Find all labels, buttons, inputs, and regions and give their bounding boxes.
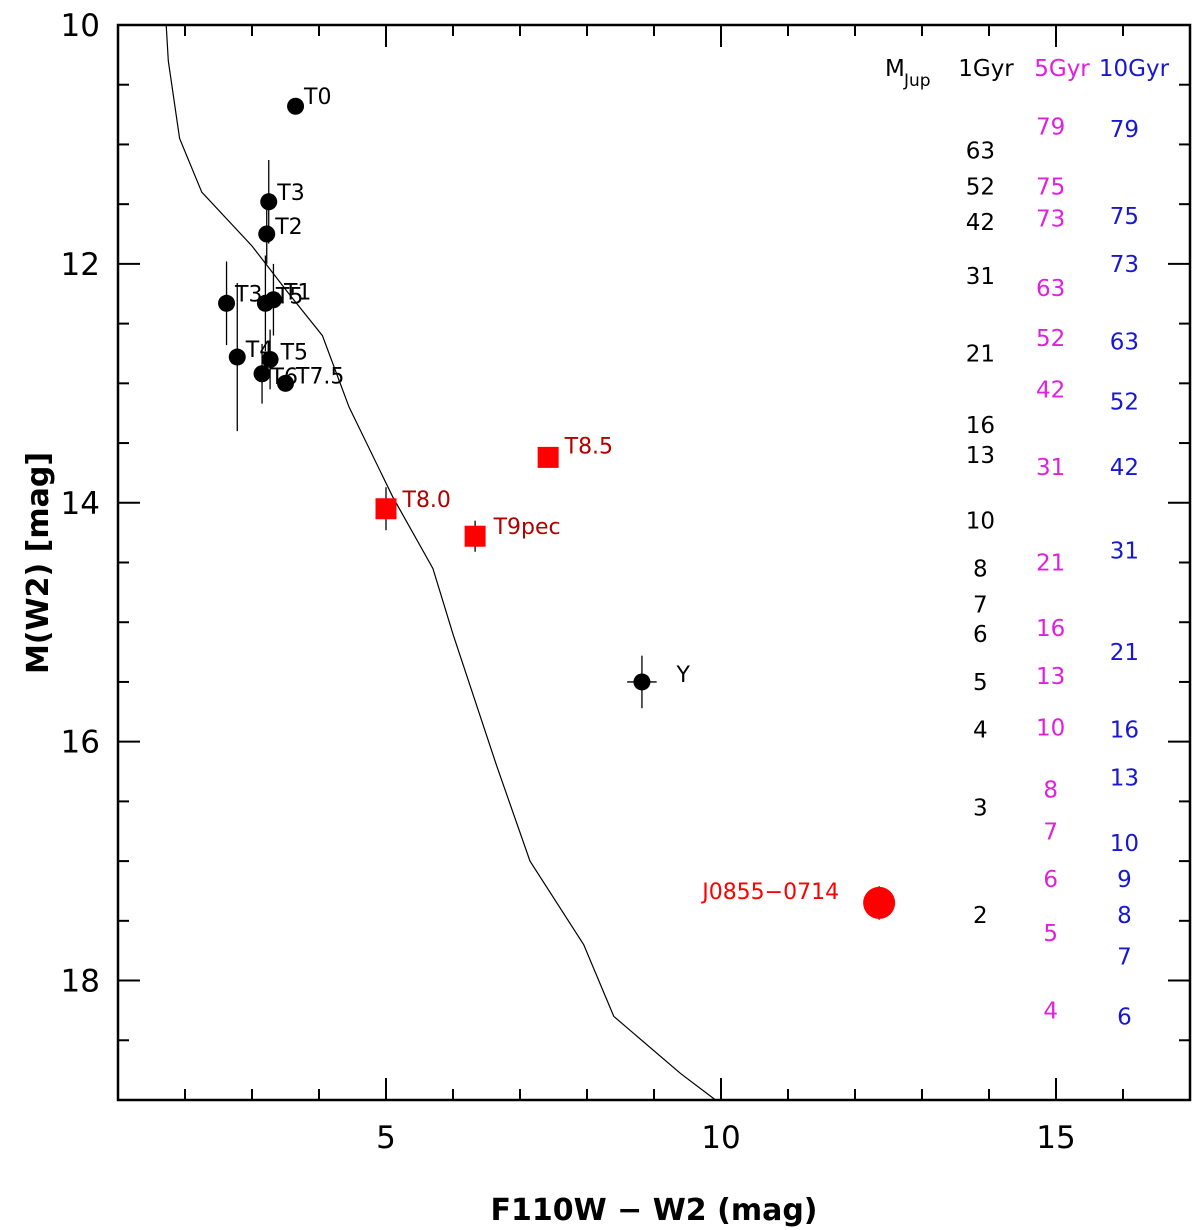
data-point (277, 374, 294, 392)
mass-label: 21 (1110, 640, 1139, 666)
mass-label: 13 (1036, 664, 1065, 690)
point-label: Y (675, 663, 690, 688)
mass-label: 7 (1043, 819, 1058, 845)
data-point (261, 350, 279, 368)
mass-label: 16 (1036, 616, 1065, 642)
data-point (537, 446, 559, 468)
data-point (253, 365, 271, 383)
mass-label: 16 (1110, 718, 1139, 744)
mass-label: 7 (973, 592, 988, 618)
y-tick-label: 16 (61, 725, 100, 761)
point-label: T8.5 (564, 434, 613, 459)
mass-label: 7 (1117, 945, 1132, 971)
data-point (264, 291, 282, 309)
point-label: T1 (283, 281, 311, 306)
mass-label: 42 (1110, 455, 1139, 481)
mass-label: 75 (1036, 174, 1065, 200)
mass-label: 79 (1110, 117, 1139, 143)
mass-label: 8 (973, 556, 988, 582)
mjup-header: M (885, 56, 905, 82)
y-axis-title: M(W2) [mag] (21, 452, 56, 674)
point-label: T2 (274, 215, 302, 240)
mass-label: 63 (966, 138, 995, 164)
mass-label: 8 (1043, 777, 1058, 803)
mass-label: 13 (1110, 766, 1139, 792)
mass-label: 31 (1110, 539, 1139, 565)
y-tick-label: 14 (61, 486, 100, 522)
mass-label: 63 (1036, 276, 1065, 302)
mass-label: 75 (1110, 204, 1139, 230)
mass-label: 8 (1117, 903, 1132, 929)
mass-label: 6 (973, 622, 988, 648)
x-tick-label: 15 (1036, 1120, 1075, 1156)
y-tick-labels: 10 12 14 16 18 (61, 8, 100, 1000)
x-tick-label: 10 (701, 1120, 740, 1156)
mass-label: 6 (1043, 867, 1058, 893)
mass-table: M Jup 1Gyr635242312116131087654325Gyr79757… (885, 56, 1170, 1030)
mass-label: 63 (1110, 330, 1139, 356)
x-tick-labels: 5 10 15 (376, 1120, 1076, 1156)
data-point (218, 294, 236, 312)
mass-label: 10 (1110, 831, 1139, 857)
point-label: T9pec (493, 515, 561, 540)
point-label: T3 (276, 181, 304, 206)
data-point (375, 498, 397, 520)
mass-label: 52 (1036, 326, 1065, 352)
mass-label: 42 (966, 210, 995, 236)
mass-label: 4 (973, 718, 988, 744)
mass-label: 6 (1117, 1004, 1132, 1030)
mass-column-header: 10Gyr (1099, 56, 1170, 82)
mass-label: 21 (1036, 551, 1065, 577)
data-point (464, 525, 486, 547)
mass-label: 31 (966, 264, 995, 290)
mass-label: 4 (1043, 998, 1058, 1024)
model-curve (165, 24, 716, 1101)
mass-label: 5 (973, 670, 988, 696)
mass-label: 52 (1110, 389, 1139, 415)
point-label: T5 (280, 340, 308, 365)
y-tick-label: 12 (61, 247, 100, 283)
data-point (228, 348, 246, 366)
point-label: J0855−0714 (700, 880, 839, 905)
mass-label: 3 (973, 795, 988, 821)
mass-label: 42 (1036, 377, 1065, 403)
mass-label: 13 (966, 443, 995, 469)
mass-label: 10 (1036, 715, 1065, 741)
mass-label: 2 (973, 903, 988, 929)
mass-label: 31 (1036, 455, 1065, 481)
mass-column-header: 1Gyr (958, 56, 1014, 82)
data-point (863, 886, 896, 919)
point-label: T8.0 (402, 488, 451, 513)
axis-ticks (117, 24, 1191, 1101)
data-point (260, 193, 278, 211)
mass-column-header: 5Gyr (1034, 56, 1090, 82)
mass-label: 79 (1036, 115, 1065, 141)
point-label: T0 (303, 85, 331, 110)
data-point (633, 673, 651, 691)
point-label: T7.5 (295, 364, 344, 389)
data-points: T0T3T2T3T5T1T4T5T6T7.5YT8.0T8.5T9pecJ085… (218, 85, 896, 920)
y-tick-label: 10 (61, 8, 100, 44)
y-tick-label: 18 (61, 964, 100, 1000)
mass-label: 52 (966, 174, 995, 200)
x-tick-label: 5 (376, 1120, 396, 1156)
data-point (258, 225, 276, 243)
mass-label: 9 (1117, 867, 1132, 893)
mjup-header-sub: Jup (903, 71, 931, 91)
mass-label: 16 (966, 413, 995, 439)
x-axis-title: F110W − W2 (mag) (490, 1193, 817, 1228)
mass-label: 73 (1110, 252, 1139, 278)
mass-label: 10 (966, 509, 995, 535)
mass-label: 73 (1036, 207, 1065, 233)
mass-label: 5 (1043, 921, 1058, 947)
mass-label: 21 (966, 341, 995, 367)
data-point (287, 97, 305, 115)
